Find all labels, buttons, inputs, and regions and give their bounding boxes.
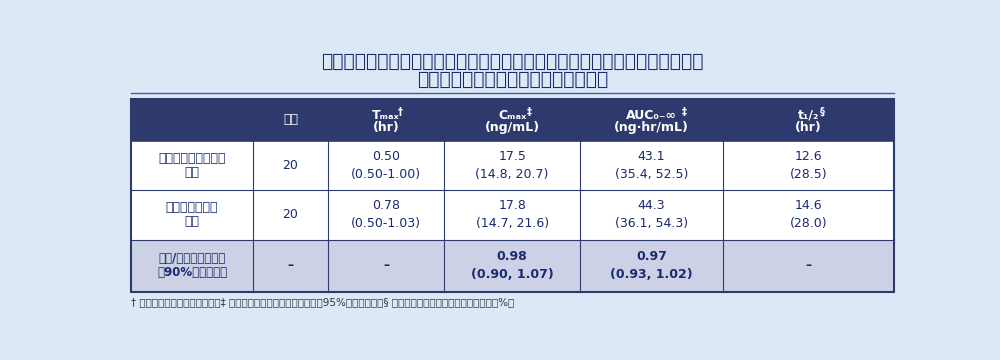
Text: 0.97
(0.93, 1.02): 0.97 (0.93, 1.02)	[610, 250, 693, 281]
Text: –: –	[287, 259, 294, 272]
Text: 44.3
(36.1, 54.3): 44.3 (36.1, 54.3)	[615, 199, 688, 230]
Text: 併用/単独幾何平均比: 併用/単独幾何平均比	[158, 252, 226, 265]
Text: 0.78
(0.50-1.03): 0.78 (0.50-1.03)	[351, 199, 421, 230]
Text: （90%信頼区間）: （90%信頼区間）	[157, 266, 227, 279]
Text: (ng/mL): (ng/mL)	[485, 121, 540, 134]
Text: 17.8
(14.7, 21.6): 17.8 (14.7, 21.6)	[476, 199, 549, 230]
Text: ゲーファピキサント: ゲーファピキサント	[158, 152, 226, 165]
Bar	[131, 99, 894, 292]
Text: 20: 20	[283, 208, 298, 221]
Text: ‡: ‡	[527, 107, 532, 117]
Text: 0.98
(0.90, 1.07): 0.98 (0.90, 1.07)	[471, 250, 553, 281]
Text: ピタバスタチン単独経口投与又はゲーファピキサント反復経口投与併用時の: ピタバスタチン単独経口投与又はゲーファピキサント反復経口投与併用時の	[321, 52, 704, 71]
Text: Tₘₐₓ: Tₘₐₓ	[372, 109, 400, 122]
Bar	[131, 141, 894, 190]
Bar	[131, 239, 894, 292]
Text: AUC₀₋∞: AUC₀₋∞	[626, 109, 677, 122]
Text: ピタバスタチン: ピタバスタチン	[166, 202, 218, 215]
Bar	[131, 190, 894, 239]
Text: 17.5
(14.8, 20.7): 17.5 (14.8, 20.7)	[475, 150, 549, 181]
Text: –: –	[383, 259, 389, 272]
Text: §: §	[820, 107, 825, 117]
Text: 例数: 例数	[283, 113, 298, 126]
Text: t₁/₂: t₁/₂	[798, 109, 819, 122]
Text: 20: 20	[283, 159, 298, 172]
Bar	[131, 99, 894, 141]
Text: 単独: 単独	[185, 215, 200, 228]
Text: 併用: 併用	[185, 166, 200, 179]
Text: †: †	[398, 107, 403, 117]
Text: 0.50
(0.50-1.00): 0.50 (0.50-1.00)	[351, 150, 421, 181]
Text: 43.1
(35.4, 52.5): 43.1 (35.4, 52.5)	[615, 150, 688, 181]
Text: (hr): (hr)	[373, 121, 400, 134]
Text: ‡: ‡	[682, 107, 687, 117]
Text: † 中央値（最小値－最大値）、‡ 最小二乗平均に基づく幾何平均（95%信頼区間）、§ 幾何平均（幾何平均に基づく変動係数%）: † 中央値（最小値－最大値）、‡ 最小二乗平均に基づく幾何平均（95%信頼区間）…	[131, 297, 514, 307]
Text: Cₘₐₓ: Cₘₐₓ	[498, 109, 526, 122]
Text: 12.6
(28.5): 12.6 (28.5)	[790, 150, 827, 181]
Text: 14.6
(28.0): 14.6 (28.0)	[790, 199, 827, 230]
Text: ピタバスタチンの薬物動態パラメータ: ピタバスタチンの薬物動態パラメータ	[417, 70, 608, 89]
Text: (hr): (hr)	[795, 121, 822, 134]
Text: (ng·hr/mL): (ng·hr/mL)	[614, 121, 689, 134]
Text: –: –	[805, 259, 812, 272]
